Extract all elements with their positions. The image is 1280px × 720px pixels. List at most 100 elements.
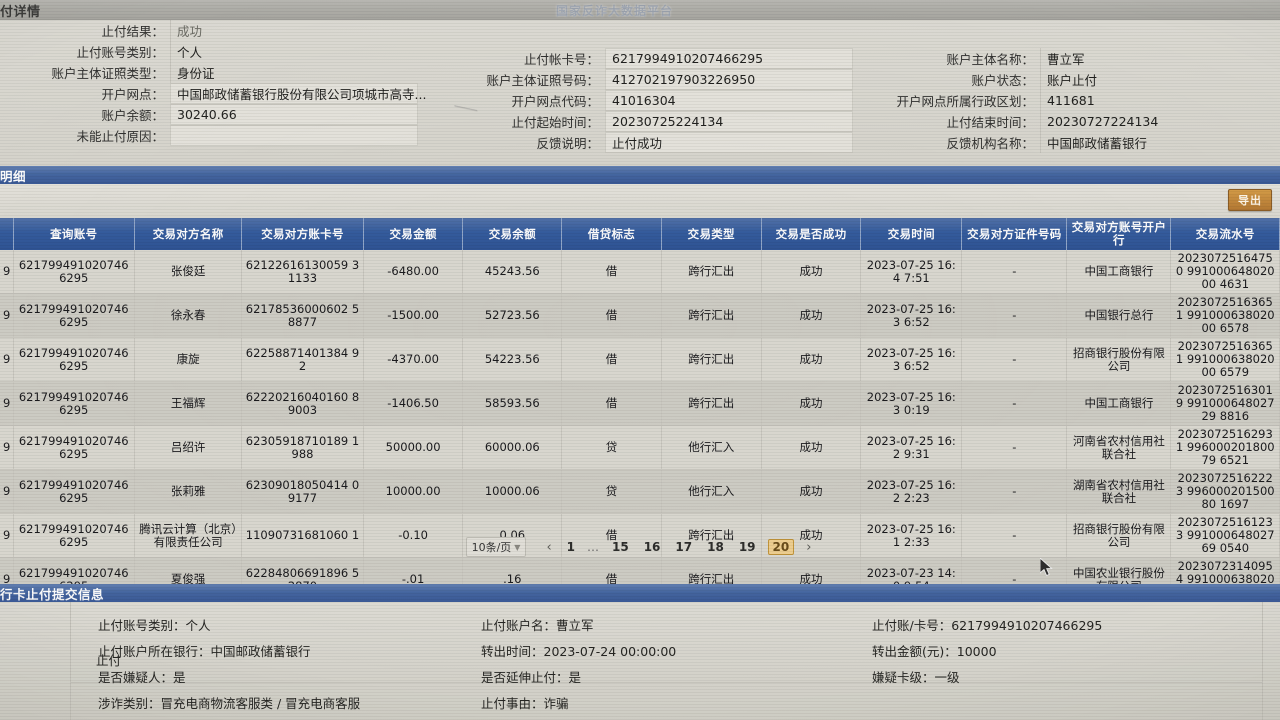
page-button[interactable]: 17 (675, 540, 693, 554)
detail-label: 止付帐卡号： (523, 52, 599, 67)
col-head-counterparty-name[interactable]: 交易对方名称 (134, 218, 243, 250)
table-row[interactable]: 9 621799491020746 6295 徐永春 62178536000602 5… (0, 293, 1280, 338)
next-page-button[interactable]: › (806, 539, 812, 555)
section-title-text: 行卡止付提交信息 (0, 586, 105, 602)
detail-label: 止付起始时间： (511, 115, 599, 130)
page-button-active[interactable]: 20 (767, 539, 795, 555)
cell-success: 成功 (761, 469, 862, 514)
col-head-trade-time[interactable]: 交易时间 (860, 218, 963, 250)
submit-field: 嫌疑卡级：一级 (872, 669, 960, 685)
col-head-serial[interactable]: 交易流水号 (1170, 218, 1280, 250)
detail-field-feedback-org: 反馈机构名称： 中国邮政储蓄银行 (860, 132, 1280, 153)
cell-query-account: 621799491020746 6295 (13, 381, 135, 426)
page-size-select[interactable]: 10条/页 ▼ (465, 537, 527, 557)
cell-query-account: 621799491020746 6295 (13, 513, 135, 558)
detail-field-failure-reason: 未能止付原因： (0, 125, 420, 146)
page-button[interactable]: 15 (612, 540, 629, 554)
col-head-query-account[interactable]: 查询账号 (13, 218, 135, 250)
cell-amount: -1500.00 (363, 293, 464, 338)
col-head-counterparty-id[interactable]: 交易对方证件号码 (961, 218, 1068, 250)
cell-trade-type: 他行汇入 (661, 425, 762, 470)
detail-field-stop-result: 止付结果： 成功 (0, 20, 420, 41)
detail-field-account-category: 止付账号类别： 个人 (0, 41, 420, 62)
row-index: 9 (0, 513, 14, 558)
table-row[interactable]: 9 621799491020746 6295 张莉雅 62309018050414 0… (0, 469, 1280, 514)
table-row[interactable]: 9 621799491020746 6295 张俊廷 62122616130059 3… (0, 250, 1280, 294)
cell-counterparty-bank: 中国工商银行 (1066, 250, 1172, 294)
detail-label: 止付账号类别： (76, 45, 164, 60)
window-title-bar: 付详情 国家反诈大数据平台 (0, 0, 1280, 20)
cell-amount: -1406.50 (363, 381, 464, 426)
detail-value: 41016304 (605, 90, 853, 111)
submit-field: 是否延伸止付：是 (481, 669, 582, 685)
cell-counterparty-card: 62220216040160 89003 (241, 381, 364, 426)
detail-field-id-type: 账户主体证照类型： 身份证 (0, 62, 420, 83)
detail-field-district-code: 开户网点所属行政区划： 411681 (860, 90, 1280, 111)
cell-debit-credit: 贷 (561, 425, 662, 470)
cell-balance: 58593.56 (462, 381, 563, 426)
cell-trade-type: 他行汇入 (661, 469, 762, 514)
cell-amount: -0.10 (363, 513, 464, 558)
cell-debit-credit: 借 (561, 293, 662, 338)
cell-counterparty-id: - (961, 513, 1068, 558)
table-row[interactable]: 9 621799491020746 6295 吕绍许 62305918710189 1… (0, 425, 1280, 470)
cell-counterparty-name: 康旋 (134, 337, 243, 382)
submit-field: 止付账户名：曹立军 (481, 617, 594, 633)
col-head-counterparty-card[interactable]: 交易对方账卡号 (241, 218, 364, 250)
detail-field-feedback-note: 反馈说明： 止付成功 (430, 132, 855, 153)
page-button[interactable]: 18 (707, 540, 724, 554)
detail-value: 6217994910207466295 (605, 48, 853, 69)
prev-page-button[interactable]: ‹ (546, 539, 552, 555)
detail-value: 20230727224134 (1040, 111, 1275, 132)
submit-field: 涉诈类别：冒充电商物流客服类 / 冒充电商客服 (98, 695, 361, 711)
col-head-trade-type[interactable]: 交易类型 (661, 218, 762, 250)
table-header-row: 查询账号 交易对方名称 交易对方账卡号 交易金额 交易余额 借贷标志 交易类型 … (0, 218, 1280, 250)
cell-trade-type: 跨行汇出 (661, 250, 762, 294)
cell-counterparty-bank: 中国工商银行 (1066, 381, 1172, 426)
detail-label: 账户主体名称： (946, 52, 1034, 67)
row-index: 9 (0, 337, 14, 382)
detail-value: 止付成功 (605, 132, 853, 153)
submit-field: 转出金额(元)：10000 (872, 643, 997, 659)
section-header-submit-info: 行卡止付提交信息 (0, 584, 1280, 602)
col-head-index[interactable] (0, 218, 14, 250)
stop-payment-detail-panel: 止付结果： 成功 止付账号类别： 个人 账户主体证照类型： 身份证 开户网点： … (0, 20, 1280, 163)
cell-trade-type: 跨行汇出 (661, 381, 762, 426)
detail-value: 30240.66 (170, 104, 418, 125)
table-row[interactable]: 9 621799491020746 6295 王福辉 62220216040160 8… (0, 381, 1280, 426)
col-head-counterparty-bank[interactable]: 交易对方账号开户行 (1066, 218, 1172, 250)
col-head-debit-credit[interactable]: 借贷标志 (561, 218, 662, 250)
cell-balance: 52723.56 (462, 293, 563, 338)
submit-field: 止付账号类别：个人 (98, 617, 211, 633)
cell-trade-time: 2023-07-25 16:3 6:52 (860, 293, 963, 338)
detail-label: 止付结果： (101, 24, 164, 39)
detail-label: 账户主体证照类型： (51, 66, 164, 81)
cell-counterparty-bank: 湖南省农村信用社联合社 (1066, 469, 1172, 514)
detail-field-end-time: 止付结束时间： 20230727224134 (860, 111, 1280, 132)
detail-label: 账户余额： (101, 108, 164, 123)
cell-success: 成功 (761, 250, 862, 294)
cell-amount: -6480.00 (363, 250, 464, 294)
export-button[interactable]: 导出 (1228, 189, 1272, 211)
table-row[interactable]: 9 621799491020746 6295 康旋 62258871401384 92… (0, 337, 1280, 382)
cell-amount: -4370.00 (363, 337, 464, 382)
cell-counterparty-name: 张俊廷 (134, 250, 243, 294)
page-button[interactable]: 16 (643, 540, 661, 554)
detail-label: 止付结束时间： (946, 115, 1034, 130)
detail-label: 未能止付原因： (76, 129, 164, 144)
pagination: 10条/页 ▼ ‹ 1 … 15 16 17 18 19 20 › (0, 533, 1280, 561)
col-head-success[interactable]: 交易是否成功 (761, 218, 862, 250)
page-button-first[interactable]: 1 (566, 540, 575, 554)
page-button[interactable]: 19 (738, 540, 756, 554)
detail-value: 个人 (170, 41, 418, 62)
cell-trade-time: 2023-07-25 16:3 0:19 (860, 381, 963, 426)
cell-trade-time: 2023-07-25 16:4 7:51 (860, 250, 963, 294)
col-head-balance[interactable]: 交易余额 (462, 218, 563, 250)
detail-value: 411681 (1040, 90, 1275, 111)
cell-counterparty-id: - (961, 425, 1068, 470)
col-head-amount[interactable]: 交易金额 (363, 218, 464, 250)
row-index: 9 (0, 250, 14, 294)
cell-counterparty-name: 腾讯云计算（北京）有限责任公司 (134, 513, 243, 558)
submit-field: 止付账户所在银行：中国邮政储蓄银行 (98, 643, 311, 659)
submit-field: 止付账/卡号：6217994910207466295 (872, 617, 1103, 633)
